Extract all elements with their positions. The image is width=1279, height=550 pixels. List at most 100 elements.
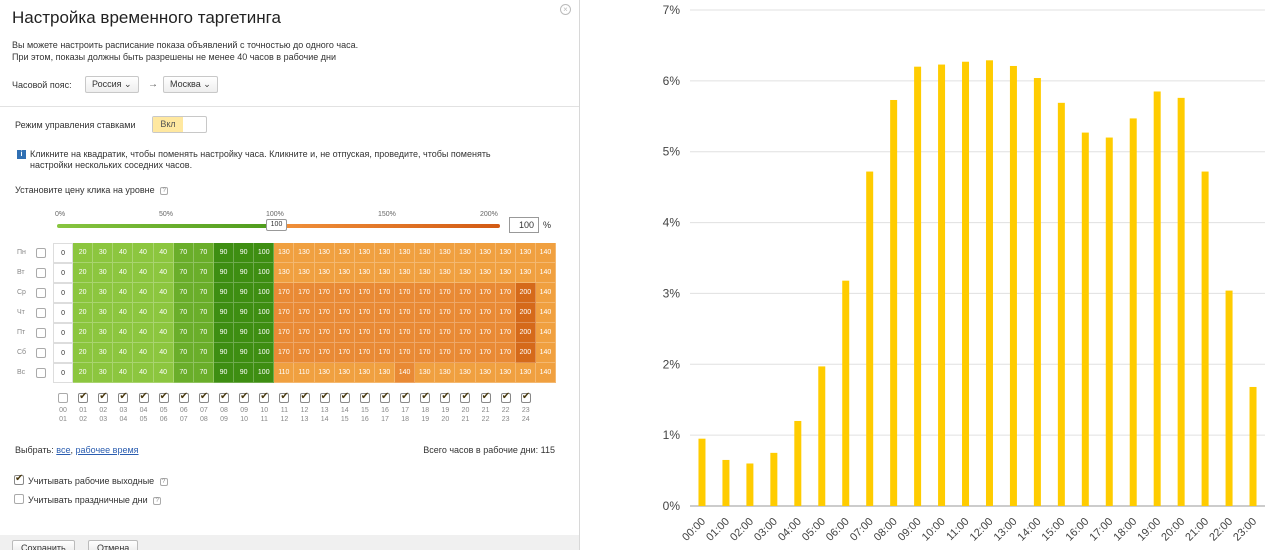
schedule-cell[interactable]: 170 — [455, 343, 476, 363]
hour-checkbox[interactable] — [339, 391, 350, 403]
schedule-cell[interactable]: 90 — [213, 303, 235, 323]
hour-checkbox[interactable] — [420, 391, 431, 403]
hour-checkbox[interactable] — [299, 391, 310, 403]
schedule-cell[interactable]: 130 — [515, 363, 536, 383]
hour-checkbox[interactable] — [58, 393, 69, 403]
schedule-cell[interactable]: 40 — [113, 343, 134, 363]
schedule-cell[interactable]: 130 — [395, 243, 416, 263]
schedule-cell[interactable]: 90 — [213, 283, 235, 303]
schedule-cell[interactable]: 130 — [354, 243, 375, 263]
schedule-cell[interactable]: 170 — [395, 303, 416, 323]
schedule-cell[interactable]: 40 — [133, 283, 154, 303]
schedule-cell[interactable]: 90 — [234, 263, 255, 283]
schedule-cell[interactable]: 140 — [535, 303, 556, 323]
schedule-cell[interactable]: 130 — [455, 243, 476, 263]
schedule-cell[interactable]: 0 — [53, 243, 74, 263]
schedule-cell[interactable]: 130 — [455, 263, 476, 283]
schedule-cell[interactable]: 130 — [354, 363, 375, 383]
schedule-cell[interactable]: 0 — [53, 263, 74, 283]
schedule-cell[interactable]: 140 — [535, 243, 556, 263]
schedule-cell[interactable]: 130 — [415, 363, 436, 383]
hour-checkbox[interactable] — [239, 391, 250, 403]
schedule-cell[interactable]: 130 — [475, 363, 496, 383]
hour-checkbox[interactable] — [178, 391, 189, 403]
schedule-cell[interactable]: 70 — [173, 303, 194, 323]
schedule-cell[interactable]: 100 — [254, 303, 275, 323]
schedule-cell[interactable]: 90 — [234, 363, 255, 383]
schedule-cell[interactable]: 170 — [294, 303, 315, 323]
schedule-cell[interactable]: 40 — [113, 363, 134, 383]
schedule-cell[interactable]: 140 — [535, 363, 556, 383]
select-work-time-link[interactable]: рабочее время — [75, 445, 139, 455]
schedule-cell[interactable]: 130 — [415, 243, 436, 263]
schedule-cell[interactable]: 130 — [334, 243, 355, 263]
schedule-cell[interactable]: 40 — [113, 263, 134, 283]
hour-checkbox[interactable] — [440, 391, 451, 403]
schedule-cell[interactable]: 40 — [133, 343, 154, 363]
schedule-cell[interactable]: 70 — [173, 283, 194, 303]
schedule-cell[interactable]: 40 — [153, 363, 174, 383]
schedule-cell[interactable]: 170 — [314, 323, 335, 343]
schedule-cell[interactable]: 70 — [193, 243, 214, 263]
schedule-cell[interactable]: 170 — [334, 303, 355, 323]
schedule-cell[interactable]: 170 — [334, 323, 355, 343]
schedule-cell[interactable]: 90 — [213, 363, 235, 383]
schedule-cell[interactable]: 0 — [53, 343, 74, 363]
schedule-cell[interactable]: 20 — [73, 243, 94, 263]
schedule-cell[interactable]: 130 — [455, 363, 476, 383]
schedule-cell[interactable]: 40 — [113, 323, 134, 343]
bid-mode-toggle[interactable]: Вкл — [152, 116, 207, 133]
schedule-cell[interactable]: 130 — [314, 263, 335, 283]
schedule-cell[interactable]: 0 — [53, 283, 74, 303]
schedule-cell[interactable]: 20 — [73, 303, 94, 323]
select-all-link[interactable]: все — [56, 445, 71, 455]
schedule-cell[interactable]: 40 — [153, 323, 174, 343]
schedule-cell[interactable]: 70 — [193, 263, 214, 283]
schedule-cell[interactable]: 170 — [294, 283, 315, 303]
schedule-cell[interactable]: 70 — [173, 323, 194, 343]
hour-checkbox[interactable] — [460, 391, 471, 403]
schedule-cell[interactable]: 40 — [113, 283, 134, 303]
schedule-cell[interactable]: 170 — [415, 343, 436, 363]
schedule-cell[interactable]: 170 — [475, 323, 496, 343]
schedule-cell[interactable]: 30 — [93, 263, 114, 283]
schedule-cell[interactable]: 70 — [173, 343, 194, 363]
schedule-cell[interactable]: 170 — [395, 343, 416, 363]
schedule-cell[interactable]: 170 — [294, 343, 315, 363]
hour-checkbox[interactable] — [500, 391, 511, 403]
hour-checkbox[interactable] — [520, 391, 531, 403]
hour-checkbox[interactable] — [400, 391, 411, 403]
day-checkbox[interactable] — [36, 308, 46, 318]
schedule-cell[interactable]: 130 — [495, 363, 516, 383]
schedule-cell[interactable]: 170 — [374, 303, 396, 323]
schedule-cell[interactable]: 130 — [354, 263, 375, 283]
schedule-cell[interactable]: 70 — [193, 303, 214, 323]
schedule-cell[interactable]: 20 — [73, 323, 94, 343]
schedule-cell[interactable]: 40 — [153, 243, 174, 263]
hour-checkbox[interactable] — [78, 391, 89, 403]
schedule-cell[interactable]: 40 — [133, 243, 154, 263]
hour-checkbox[interactable] — [379, 391, 390, 403]
schedule-cell[interactable]: 130 — [435, 243, 456, 263]
close-icon[interactable]: × — [560, 4, 571, 15]
day-checkbox[interactable] — [36, 248, 46, 258]
schedule-cell[interactable]: 140 — [535, 323, 556, 343]
schedule-cell[interactable]: 70 — [173, 263, 194, 283]
schedule-cell[interactable]: 70 — [193, 323, 214, 343]
schedule-cell[interactable]: 130 — [274, 243, 295, 263]
day-checkbox[interactable] — [36, 288, 46, 298]
schedule-cell[interactable]: 200 — [515, 283, 536, 303]
schedule-cell[interactable]: 0 — [53, 363, 74, 383]
schedule-cell[interactable]: 20 — [73, 263, 94, 283]
schedule-cell[interactable]: 170 — [415, 283, 436, 303]
schedule-cell[interactable]: 90 — [234, 283, 255, 303]
schedule-cell[interactable]: 100 — [254, 283, 275, 303]
schedule-cell[interactable]: 140 — [535, 283, 556, 303]
schedule-cell[interactable]: 70 — [193, 363, 214, 383]
cancel-button[interactable]: Отмена — [88, 540, 139, 550]
country-select[interactable]: Россия ⌄ — [85, 76, 139, 93]
schedule-cell[interactable]: 30 — [93, 363, 114, 383]
schedule-cell[interactable]: 30 — [93, 323, 114, 343]
schedule-cell[interactable]: 40 — [133, 303, 154, 323]
schedule-cell[interactable]: 40 — [113, 243, 134, 263]
